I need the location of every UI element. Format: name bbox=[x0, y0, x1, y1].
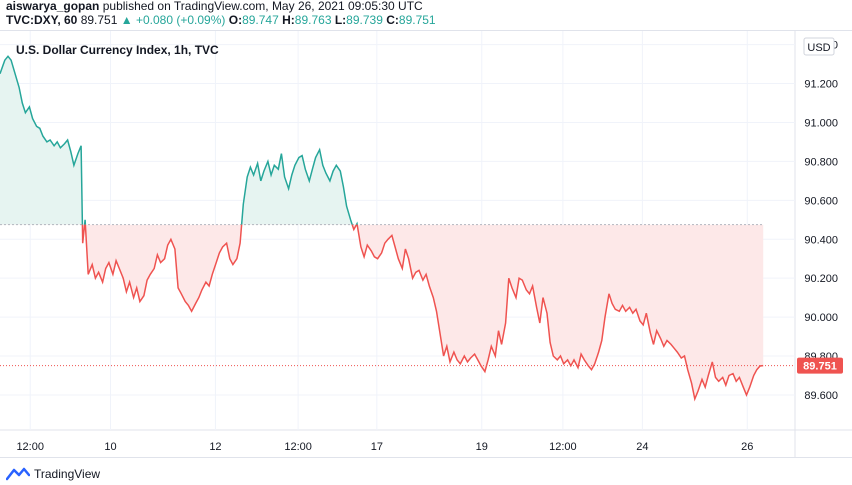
y-tick-label: 90.800 bbox=[804, 156, 838, 168]
tradingview-logo-icon bbox=[6, 467, 30, 481]
x-tick-label: 17 bbox=[371, 441, 383, 453]
close-value: 89.751 bbox=[398, 13, 436, 27]
change-value: +0.080 (+0.09%) bbox=[135, 13, 226, 27]
area-fill-below-baseline bbox=[0, 224, 764, 399]
change-arrow-icon: ▲ bbox=[120, 13, 133, 27]
x-tick-label: 24 bbox=[636, 441, 648, 453]
area-fill-above-baseline bbox=[0, 56, 358, 225]
ohlc-line: TVC:DXY, 60 89.751 ▲ +0.080 (+0.09%) O:8… bbox=[6, 13, 436, 27]
price-line-below-baseline bbox=[81, 224, 764, 402]
open-value: 89.747 bbox=[242, 13, 279, 27]
y-tick-label: 90.600 bbox=[804, 195, 838, 207]
y-tick-label: 91.200 bbox=[804, 79, 838, 91]
high-label: H: bbox=[282, 13, 295, 27]
brand-label: TradingView bbox=[34, 467, 101, 481]
symbol-label: TVC:DXY, 60 bbox=[6, 13, 78, 27]
low-label: L: bbox=[334, 13, 347, 27]
high-value: 89.763 bbox=[294, 13, 332, 27]
low-value: 89.739 bbox=[346, 13, 383, 27]
chart-frame bbox=[0, 30, 852, 458]
last-value: 89.751 bbox=[80, 13, 118, 27]
x-tick-label: 12:00 bbox=[549, 441, 577, 453]
footer-brand[interactable]: TradingView bbox=[6, 467, 100, 481]
x-tick-label: 19 bbox=[476, 441, 488, 453]
last-price-tag bbox=[797, 357, 843, 374]
currency-label-box bbox=[803, 37, 835, 56]
chart-title: U.S. Dollar Currency Index, 1h, TVC bbox=[16, 43, 219, 57]
open-label: O: bbox=[228, 13, 243, 27]
x-tick-label: 12:00 bbox=[284, 441, 312, 453]
y-tick-label: 91.000 bbox=[804, 117, 838, 129]
author-name[interactable]: aiswarya_gopan bbox=[6, 0, 100, 13]
price-axis[interactable]: 91.40091.20091.00090.80090.60090.40090.2… bbox=[804, 40, 838, 402]
y-tick-label: 90.000 bbox=[804, 312, 838, 324]
close-label: C: bbox=[386, 13, 399, 27]
x-tick-label: 12 bbox=[209, 441, 221, 453]
currency-label: USD bbox=[807, 42, 830, 54]
last-price-tag-label: 89.751 bbox=[803, 361, 837, 373]
x-tick-label: 12:00 bbox=[16, 441, 44, 453]
publish-line: aiswarya_gopan published on TradingView.… bbox=[6, 0, 423, 12]
x-tick-label: 10 bbox=[104, 441, 116, 453]
published-text: published on TradingView.com, May 26, 20… bbox=[102, 0, 423, 13]
x-tick-label: 26 bbox=[741, 441, 753, 453]
time-axis[interactable]: 12:00 10 12 12:00 17 19 12:00 24 26 bbox=[16, 441, 753, 453]
y-tick-label: 89.600 bbox=[804, 390, 838, 402]
y-tick-label: 90.200 bbox=[804, 273, 838, 285]
y-tick-label: 90.400 bbox=[804, 234, 838, 246]
